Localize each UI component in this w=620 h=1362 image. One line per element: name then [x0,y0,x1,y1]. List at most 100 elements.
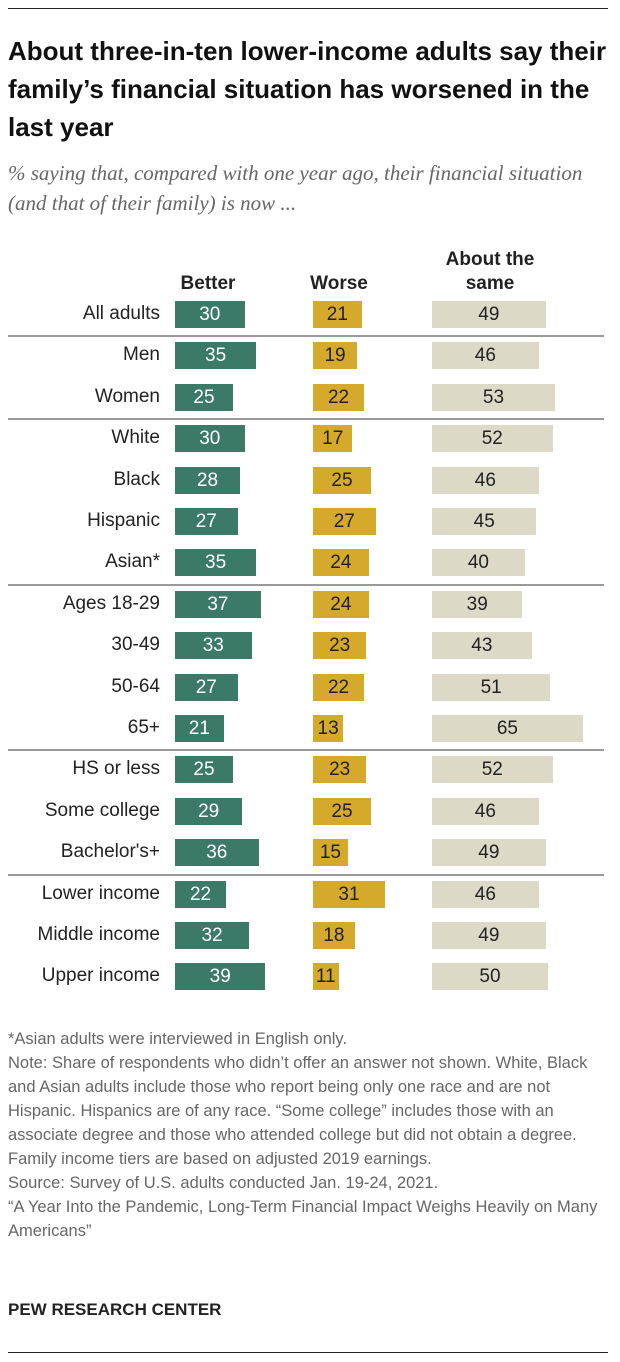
legend-label: About the same [445,249,535,294]
value-label: 24 [330,552,352,574]
bar [175,549,257,577]
value-label: 22 [327,386,350,408]
value-label: 21 [326,304,348,325]
bar [175,673,238,701]
bar [175,797,243,825]
bar [175,508,238,535]
value-label: 13 [317,718,339,739]
bar [175,963,266,991]
bar [313,839,348,867]
value-label: 30 [199,304,221,325]
category-label: Women [94,385,160,407]
bar [175,922,250,949]
category-label: HS or less [72,758,160,780]
value-label: 52 [481,428,503,450]
value-label: 31 [338,883,360,905]
category-label: 50-64 [111,675,160,697]
value-label: 65 [496,718,518,739]
value-label: 27 [195,511,217,532]
bar [432,508,537,535]
value-label: 32 [201,925,223,946]
category-label: Lower income [41,882,160,904]
value-label: 29 [198,800,220,822]
category-label: 30-49 [111,634,160,656]
value-label: 30 [199,428,221,450]
value-label: 22 [189,883,212,905]
value-label: 27 [333,511,355,532]
value-label: 22 [327,676,350,698]
group-separator [8,749,604,752]
category-label: Ages 18-29 [62,592,160,614]
bar [432,425,553,453]
bar [313,590,369,618]
value-label: 50 [479,966,501,988]
bar [313,673,365,701]
category-label: White [111,427,160,449]
value-label: 46 [474,800,496,822]
notes: *Asian adults were interviewed in Englis… [8,1027,608,1243]
value-label: 25 [193,759,215,781]
bar [175,715,224,742]
note: Source: Survey of U.S. adults conducted … [8,1174,439,1192]
value-label: 52 [481,759,503,781]
top-rule [8,8,608,9]
bar [313,880,385,908]
bar [313,922,355,949]
bar [175,301,245,328]
value-label: 35 [205,345,227,367]
value-label: 25 [331,469,353,491]
chart-title: About three-in-ten lower-income adults s… [8,36,607,142]
bar [432,922,546,949]
group-separator [8,583,604,586]
bar [313,508,376,535]
category-label: Some college [44,799,160,821]
bar [313,715,344,742]
legend-label: Worse [310,273,368,294]
bar [175,590,261,618]
value-label: 39 [209,966,231,988]
bar [175,425,245,453]
category-label: Asian* [105,551,160,573]
category-label: 65+ [127,717,160,738]
bar [313,383,365,411]
value-label: 18 [323,925,345,946]
value-label: 53 [482,386,505,408]
bar [175,466,240,494]
bar [432,963,548,991]
value-label: 28 [196,469,219,491]
note: *Asian adults were interviewed in Englis… [8,1030,348,1048]
value-label: 33 [202,635,224,657]
value-label: 46 [474,469,496,491]
value-label: 49 [478,925,500,946]
bar [432,797,539,825]
value-label: 17 [322,428,344,450]
value-label: 25 [193,386,215,408]
bar [432,301,546,328]
value-label: 40 [467,552,489,574]
bar [313,756,367,784]
bar [313,797,371,825]
note: Note: Share of respondents who didn’t of… [8,1054,588,1168]
bar [432,880,539,908]
value-label: 27 [195,676,217,698]
bar [313,466,371,494]
value-label: 51 [480,676,502,698]
value-label: 49 [478,304,500,325]
category-label: Upper income [41,965,160,987]
group-separator [8,873,604,876]
value-label: 36 [206,842,228,864]
note: “A Year Into the Pandemic, Long-Term Fin… [8,1198,598,1240]
value-label: 35 [205,552,227,574]
bar [432,342,539,370]
bar [432,839,546,867]
bar [432,383,555,411]
bar [432,632,532,660]
value-label: 46 [474,345,496,367]
bar [432,466,539,494]
value-label: 46 [474,883,496,905]
bar [313,301,362,328]
bar [313,342,358,370]
bar [313,963,339,991]
category-label: Middle income [37,924,161,945]
